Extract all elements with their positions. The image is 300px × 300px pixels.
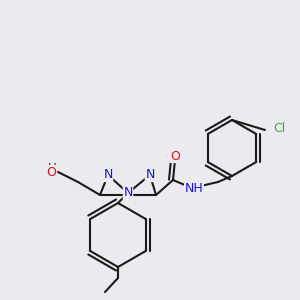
Text: N: N: [123, 187, 133, 200]
Text: N: N: [145, 169, 155, 182]
Text: H: H: [48, 161, 56, 175]
Text: NH: NH: [184, 182, 203, 194]
Text: N: N: [103, 169, 113, 182]
Text: O: O: [46, 166, 56, 178]
Text: O: O: [170, 149, 180, 163]
Text: Cl: Cl: [273, 122, 285, 136]
